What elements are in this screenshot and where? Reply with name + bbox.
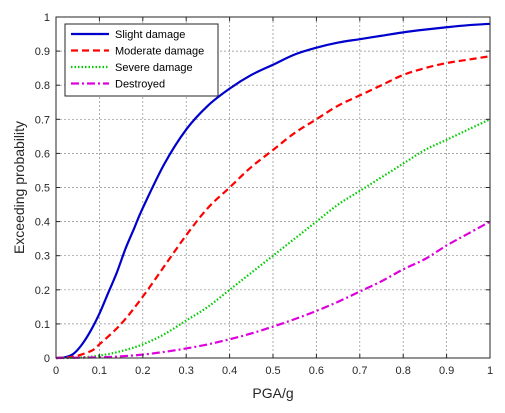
x-tick-label: 0.8 xyxy=(396,365,411,377)
grid-lines xyxy=(56,17,490,358)
legend-label: Severe damage xyxy=(115,62,193,74)
x-tick-label: 0.5 xyxy=(265,365,280,377)
x-tick-label: 0.2 xyxy=(135,365,150,377)
y-tick-label: 0.1 xyxy=(35,319,50,331)
x-tick-label: 0.6 xyxy=(309,365,324,377)
y-axis-label: Exceeding probability xyxy=(11,121,27,254)
legend: Slight damage Moderate damage Severe damag… xyxy=(64,23,219,97)
y-tick-label: 0.9 xyxy=(35,46,50,58)
y-tick-label: 0.2 xyxy=(35,285,50,297)
y-tick-label: 0.8 xyxy=(35,80,50,92)
x-tick-label: 0.1 xyxy=(92,365,107,377)
x-tick-label: 0 xyxy=(53,365,59,377)
y-tick-label: 0.6 xyxy=(35,148,50,160)
y-tick-label: 1 xyxy=(44,12,50,24)
legend-label: Moderate damage xyxy=(115,46,204,58)
y-tick-label: 0.7 xyxy=(35,114,50,126)
series-line-0 xyxy=(55,22,491,360)
y-tick-label: 0.5 xyxy=(35,183,50,195)
y-tick-label: 0 xyxy=(44,353,50,365)
legend-label: Slight damage xyxy=(115,29,185,41)
x-tick-label: 1 xyxy=(487,365,493,377)
series-line-1 xyxy=(55,55,491,360)
x-tick-label: 0.7 xyxy=(352,365,367,377)
series-line-3 xyxy=(55,220,491,360)
x-tick-label: 0.3 xyxy=(179,365,194,377)
x-axis-label: PGA/g xyxy=(252,385,293,401)
y-tick-label: 0.3 xyxy=(35,251,50,263)
legend-label: Destroyed xyxy=(115,79,165,91)
series-line-2 xyxy=(55,118,491,360)
axis-ticks: 0 0.1 0.2 0.3 0.4 0.5 0.6 0.7 0.8 0.9 1 0 0.1 0.2 0.3 0… xyxy=(35,12,493,377)
y-tick-label: 0.4 xyxy=(35,217,50,229)
x-tick-label: 0.9 xyxy=(439,365,454,377)
series-layer xyxy=(55,22,491,360)
x-tick-label: 0.4 xyxy=(222,365,237,377)
